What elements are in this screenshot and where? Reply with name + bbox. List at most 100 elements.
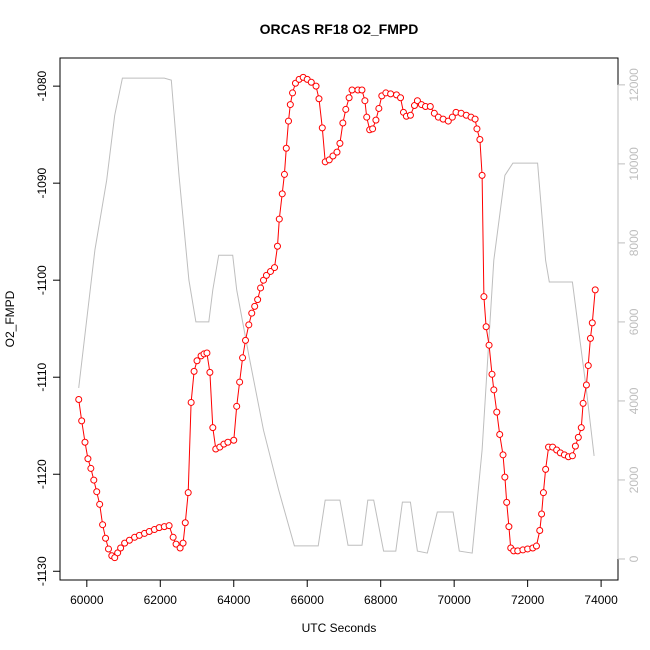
data-point bbox=[471, 115, 479, 123]
data-point bbox=[181, 519, 189, 527]
x-axis-label: UTC Seconds bbox=[302, 621, 377, 635]
data-point bbox=[539, 489, 547, 497]
data-point bbox=[574, 433, 582, 441]
data-point bbox=[230, 436, 238, 444]
data-point bbox=[584, 362, 592, 370]
data-point bbox=[165, 522, 173, 530]
data-point bbox=[542, 465, 550, 473]
x-tick-label: 70000 bbox=[437, 593, 471, 607]
data-point bbox=[499, 451, 507, 459]
data-point bbox=[577, 424, 585, 432]
data-point bbox=[257, 284, 265, 292]
y-tick-label: -1110 bbox=[35, 362, 49, 391]
data-point bbox=[358, 86, 366, 94]
data-point bbox=[206, 368, 214, 376]
data-point bbox=[245, 321, 253, 329]
x-tick-label: 68000 bbox=[364, 593, 398, 607]
data-point bbox=[490, 386, 498, 394]
x-tick-label: 66000 bbox=[291, 593, 325, 607]
data-point bbox=[482, 323, 490, 331]
data-point bbox=[271, 264, 279, 272]
data-point bbox=[503, 498, 511, 506]
data-point bbox=[307, 78, 315, 86]
y2-tick-label: 4000 bbox=[627, 387, 641, 414]
data-point bbox=[571, 442, 579, 450]
data-point bbox=[345, 94, 353, 102]
data-point bbox=[239, 354, 247, 362]
data-point bbox=[480, 293, 488, 301]
data-point bbox=[488, 370, 496, 378]
data-point bbox=[348, 86, 356, 94]
x-tick-label: 60000 bbox=[70, 593, 104, 607]
data-point bbox=[372, 116, 380, 124]
data-point bbox=[254, 296, 262, 304]
data-point bbox=[184, 489, 192, 497]
data-point bbox=[96, 500, 104, 508]
data-point bbox=[93, 488, 101, 496]
data-point bbox=[579, 399, 587, 407]
data-point bbox=[90, 476, 98, 484]
data-point bbox=[278, 190, 286, 198]
data-point bbox=[102, 534, 110, 542]
data-point bbox=[582, 381, 590, 389]
y-tick-label: -1100 bbox=[35, 265, 49, 295]
data-point bbox=[78, 417, 86, 425]
y2-tick-label: 12000 bbox=[627, 68, 641, 102]
data-point bbox=[275, 215, 283, 223]
data-point bbox=[312, 82, 320, 90]
data-point bbox=[81, 438, 89, 446]
y2-tick-label: 0 bbox=[627, 555, 641, 562]
data-point bbox=[99, 521, 107, 529]
x-tick-label: 62000 bbox=[144, 593, 178, 607]
y-tick-label: -1120 bbox=[35, 459, 49, 489]
data-point bbox=[280, 170, 288, 178]
data-point bbox=[248, 309, 256, 317]
data-point bbox=[336, 139, 344, 147]
y2-tick-label: 6000 bbox=[627, 308, 641, 335]
data-point bbox=[233, 402, 241, 410]
data-point bbox=[179, 539, 187, 547]
data-point bbox=[588, 319, 596, 327]
data-point bbox=[369, 125, 377, 133]
data-point bbox=[476, 136, 484, 144]
x-tick-label: 64000 bbox=[217, 593, 251, 607]
data-point bbox=[591, 286, 599, 294]
data-point bbox=[478, 171, 486, 179]
data-point bbox=[501, 473, 509, 481]
data-point bbox=[125, 536, 133, 544]
data-point bbox=[289, 89, 297, 97]
data-point bbox=[496, 430, 504, 438]
data-point bbox=[361, 97, 369, 105]
data-point bbox=[242, 336, 250, 344]
data-point bbox=[117, 544, 125, 552]
data-point bbox=[224, 438, 232, 446]
y-tick-label: -1080 bbox=[35, 70, 49, 101]
data-point bbox=[273, 242, 281, 250]
data-point bbox=[538, 510, 546, 518]
data-point bbox=[193, 357, 201, 365]
data-point bbox=[505, 523, 513, 531]
data-point bbox=[84, 455, 92, 463]
data-point bbox=[426, 103, 434, 111]
data-point bbox=[190, 367, 198, 375]
data-point bbox=[87, 464, 95, 472]
data-point bbox=[187, 398, 195, 406]
series-line bbox=[78, 77, 595, 554]
data-point bbox=[169, 533, 177, 541]
y-tick-label: -1090 bbox=[35, 167, 49, 198]
data-point bbox=[282, 144, 290, 152]
data-point bbox=[568, 452, 576, 460]
data-point bbox=[406, 111, 414, 119]
data-point bbox=[251, 302, 259, 310]
chart-title: ORCAS RF18 O2_FMPD bbox=[260, 21, 419, 37]
data-point bbox=[236, 378, 244, 386]
y2-tick-label: 8000 bbox=[627, 229, 641, 256]
y2-tick-label: 2000 bbox=[627, 466, 641, 493]
data-point bbox=[375, 104, 383, 112]
data-point bbox=[493, 408, 501, 416]
data-point bbox=[532, 542, 540, 550]
y-tick-label: -1130 bbox=[35, 556, 49, 586]
data-point bbox=[286, 101, 294, 109]
data-point bbox=[342, 105, 350, 113]
